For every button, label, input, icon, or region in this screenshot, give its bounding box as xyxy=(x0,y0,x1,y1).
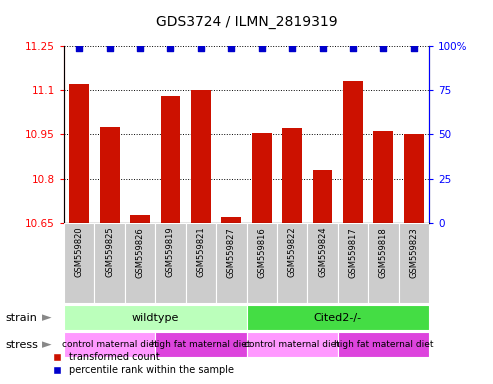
Bar xyxy=(64,223,95,303)
Bar xyxy=(338,223,368,303)
Text: GSM559822: GSM559822 xyxy=(287,227,297,277)
Bar xyxy=(64,332,155,357)
Bar xyxy=(186,223,216,303)
Bar xyxy=(216,223,246,303)
Point xyxy=(318,45,326,51)
Text: GSM559827: GSM559827 xyxy=(227,227,236,278)
Bar xyxy=(313,170,332,223)
Bar xyxy=(398,223,429,303)
Point xyxy=(258,45,266,51)
Point xyxy=(380,45,387,51)
Point xyxy=(349,45,357,51)
Text: ►: ► xyxy=(42,311,52,324)
Bar xyxy=(100,127,120,223)
Bar xyxy=(130,215,150,223)
Text: control maternal diet: control maternal diet xyxy=(244,340,340,349)
Text: strain: strain xyxy=(5,313,37,323)
Point xyxy=(136,45,144,51)
Text: stress: stress xyxy=(5,339,38,350)
Text: GSM559818: GSM559818 xyxy=(379,227,388,278)
Bar xyxy=(368,223,398,303)
Bar xyxy=(404,134,423,223)
Text: GSM559819: GSM559819 xyxy=(166,227,175,277)
Point xyxy=(288,45,296,51)
Bar xyxy=(277,223,307,303)
Bar xyxy=(64,305,246,330)
Point xyxy=(410,45,418,51)
Text: GDS3724 / ILMN_2819319: GDS3724 / ILMN_2819319 xyxy=(156,15,337,29)
Point xyxy=(75,45,83,51)
Bar xyxy=(191,90,211,223)
Bar xyxy=(125,223,155,303)
Bar xyxy=(246,332,338,357)
Bar xyxy=(95,223,125,303)
Point xyxy=(197,45,205,51)
Text: GSM559826: GSM559826 xyxy=(136,227,144,278)
Bar xyxy=(252,133,272,223)
Point xyxy=(106,45,113,51)
Text: GSM559824: GSM559824 xyxy=(318,227,327,277)
Point xyxy=(167,45,175,51)
Text: GSM559825: GSM559825 xyxy=(105,227,114,277)
Bar xyxy=(161,96,180,223)
Bar xyxy=(338,332,429,357)
Bar xyxy=(246,223,277,303)
Bar xyxy=(246,305,429,330)
Legend: transformed count, percentile rank within the sample: transformed count, percentile rank withi… xyxy=(49,348,238,379)
Text: GSM559816: GSM559816 xyxy=(257,227,266,278)
Bar xyxy=(155,332,246,357)
Point xyxy=(227,45,235,51)
Bar xyxy=(282,128,302,223)
Bar xyxy=(307,223,338,303)
Text: GSM559821: GSM559821 xyxy=(196,227,206,277)
Text: Cited2-/-: Cited2-/- xyxy=(314,313,362,323)
Bar xyxy=(155,223,186,303)
Text: GSM559817: GSM559817 xyxy=(349,227,357,278)
Bar xyxy=(343,81,363,223)
Text: GSM559820: GSM559820 xyxy=(75,227,84,277)
Bar xyxy=(221,217,241,223)
Bar xyxy=(70,84,89,223)
Text: ►: ► xyxy=(42,338,52,351)
Bar xyxy=(373,131,393,223)
Text: high fat maternal diet: high fat maternal diet xyxy=(334,340,433,349)
Text: high fat maternal diet: high fat maternal diet xyxy=(151,340,250,349)
Text: wildtype: wildtype xyxy=(132,313,179,323)
Text: GSM559823: GSM559823 xyxy=(409,227,418,278)
Text: control maternal diet: control maternal diet xyxy=(62,340,158,349)
